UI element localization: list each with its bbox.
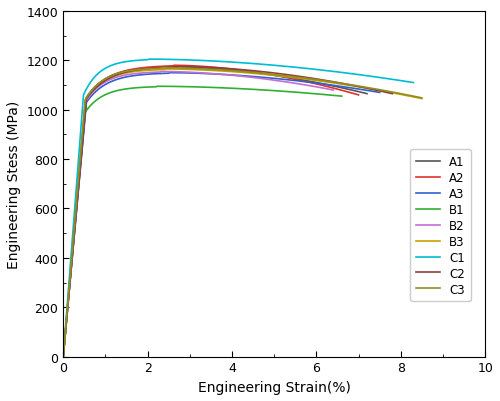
A3 bbox=[153, 72, 159, 77]
Y-axis label: Engineering Stess (MPa): Engineering Stess (MPa) bbox=[7, 100, 21, 268]
A2 bbox=[142, 66, 148, 71]
C1 bbox=[146, 57, 152, 62]
B1 bbox=[154, 85, 160, 89]
C1 bbox=[392, 78, 398, 83]
C3 bbox=[402, 93, 407, 97]
A2 bbox=[218, 66, 224, 71]
A1 bbox=[216, 67, 222, 72]
Line: C3: C3 bbox=[63, 69, 422, 357]
B3 bbox=[136, 69, 141, 74]
B3 bbox=[60, 354, 66, 359]
B3 bbox=[402, 93, 407, 98]
B1 bbox=[338, 95, 344, 99]
A2 bbox=[142, 66, 148, 71]
C1 bbox=[213, 60, 219, 65]
B1 bbox=[313, 92, 319, 97]
A3 bbox=[60, 354, 66, 359]
C2 bbox=[375, 89, 381, 94]
B2 bbox=[202, 71, 207, 76]
C3 bbox=[224, 69, 230, 73]
Legend: A1, A2, A3, B1, B2, B3, C1, C2, C3: A1, A2, A3, B1, B2, B3, C1, C2, C3 bbox=[410, 150, 471, 302]
C2 bbox=[176, 65, 182, 70]
B1 bbox=[130, 87, 136, 91]
B2 bbox=[318, 86, 324, 91]
C2 bbox=[230, 67, 235, 72]
B2 bbox=[330, 88, 336, 93]
B2 bbox=[60, 354, 66, 359]
Line: B2: B2 bbox=[63, 72, 333, 357]
Line: A1: A1 bbox=[63, 67, 367, 357]
C1 bbox=[135, 59, 141, 63]
A3 bbox=[138, 73, 144, 78]
A1 bbox=[60, 354, 66, 359]
C3 bbox=[146, 67, 152, 72]
Line: A2: A2 bbox=[63, 66, 358, 357]
B3 bbox=[136, 69, 142, 74]
A1 bbox=[364, 92, 370, 97]
A2 bbox=[356, 93, 362, 98]
C3 bbox=[419, 96, 425, 101]
Line: A3: A3 bbox=[63, 73, 380, 357]
C2 bbox=[60, 354, 66, 359]
B3 bbox=[163, 67, 169, 72]
B3 bbox=[383, 90, 389, 95]
C3 bbox=[158, 66, 164, 71]
A1 bbox=[167, 65, 173, 70]
C1 bbox=[60, 354, 66, 359]
C1 bbox=[124, 60, 130, 65]
A1 bbox=[140, 67, 145, 72]
B2 bbox=[306, 84, 312, 89]
Line: C1: C1 bbox=[63, 60, 414, 357]
B1 bbox=[142, 85, 148, 90]
Line: B3: B3 bbox=[63, 70, 422, 357]
B2 bbox=[158, 70, 164, 75]
C2 bbox=[144, 67, 150, 72]
A2 bbox=[330, 86, 336, 91]
A3 bbox=[167, 71, 173, 76]
C3 bbox=[132, 68, 138, 73]
A3 bbox=[347, 86, 353, 91]
B2 bbox=[134, 72, 140, 77]
C3 bbox=[60, 354, 66, 359]
B1 bbox=[201, 85, 207, 90]
A1 bbox=[336, 85, 342, 90]
C2 bbox=[146, 67, 152, 72]
C2 bbox=[360, 85, 366, 90]
X-axis label: Engineering Strain(%): Engineering Strain(%) bbox=[198, 380, 350, 394]
Line: C2: C2 bbox=[63, 67, 392, 357]
B1 bbox=[130, 86, 136, 91]
A2 bbox=[343, 90, 349, 95]
A3 bbox=[376, 91, 382, 95]
B3 bbox=[228, 70, 234, 75]
B2 bbox=[146, 71, 152, 76]
Line: B1: B1 bbox=[63, 87, 342, 357]
C1 bbox=[410, 81, 416, 86]
A3 bbox=[220, 73, 226, 78]
C1 bbox=[374, 75, 380, 80]
B1 bbox=[326, 93, 332, 98]
A2 bbox=[157, 65, 163, 70]
C3 bbox=[134, 68, 140, 73]
B1 bbox=[60, 354, 66, 359]
A1 bbox=[153, 66, 159, 71]
A2 bbox=[171, 64, 177, 69]
C2 bbox=[160, 66, 166, 71]
C3 bbox=[382, 89, 388, 94]
B3 bbox=[419, 97, 425, 102]
B3 bbox=[150, 69, 156, 73]
A1 bbox=[138, 67, 144, 72]
A1 bbox=[350, 89, 356, 94]
B2 bbox=[132, 72, 138, 77]
C2 bbox=[390, 92, 396, 97]
A3 bbox=[362, 89, 368, 93]
A3 bbox=[140, 73, 145, 78]
A2 bbox=[60, 354, 66, 359]
C1 bbox=[124, 60, 130, 65]
